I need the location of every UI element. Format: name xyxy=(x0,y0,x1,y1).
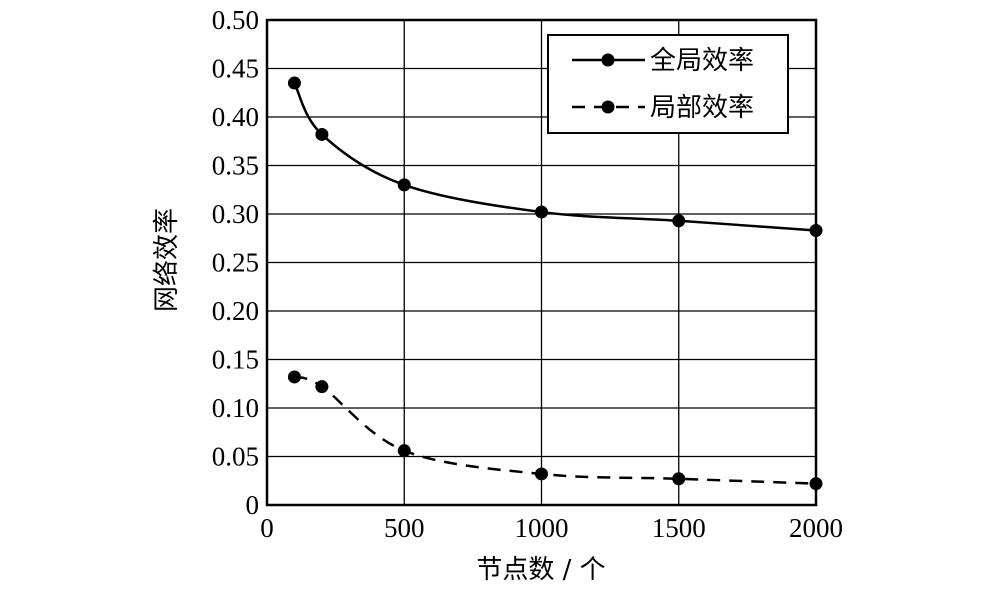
plot-area-frame xyxy=(265,18,818,507)
x-tick-label: 2000 xyxy=(789,513,843,543)
data-point-1 xyxy=(535,467,548,481)
data-point-0 xyxy=(672,214,686,228)
y-tick-label: 0.35 xyxy=(212,151,259,181)
y-tick-label: 0.45 xyxy=(212,54,259,84)
y-tick-label: 0.10 xyxy=(212,393,259,423)
x-axis-ticks: 0 500 1000 1500 2000 xyxy=(260,513,843,543)
series-layer xyxy=(287,76,823,491)
x-tick-label: 500 xyxy=(384,513,425,543)
legend-label-local: 局部效率 xyxy=(650,93,754,123)
data-point-0 xyxy=(397,178,411,192)
y-tick-label: 0.15 xyxy=(212,345,259,375)
y-tick-label: 0.05 xyxy=(212,442,259,472)
data-point-1 xyxy=(287,370,301,384)
x-tick-label: 0 xyxy=(260,513,274,543)
data-point-0 xyxy=(535,205,548,219)
y-tick-label: 0.20 xyxy=(212,296,259,326)
legend-label-global: 全局效率 xyxy=(650,46,754,76)
y-tick-label: 0.40 xyxy=(212,102,259,132)
data-point-1 xyxy=(315,380,329,394)
legend-marker-global xyxy=(601,53,615,67)
legend: 全局效率 局部效率 xyxy=(547,34,789,134)
y-axis-ticks: 0 0.05 0.10 0.15 0.20 0.25 0.30 0.35 0.40 0.45 0.5… xyxy=(212,5,259,520)
x-tick-label: 1000 xyxy=(515,513,569,543)
data-point-1 xyxy=(397,444,411,458)
y-tick-label: 0.25 xyxy=(212,248,259,278)
x-tick-label: 1500 xyxy=(652,513,706,543)
y-axis-title: 网络效率 xyxy=(152,208,182,312)
y-tick-label: 0.50 xyxy=(212,5,259,35)
series-line-1 xyxy=(294,375,817,485)
y-tick-label: 0 xyxy=(246,490,260,520)
data-point-0 xyxy=(315,127,329,141)
data-point-0 xyxy=(287,76,301,90)
data-point-1 xyxy=(672,472,686,486)
legend-marker-local xyxy=(601,100,615,114)
legend-box xyxy=(547,34,789,134)
y-tick-label: 0.30 xyxy=(212,199,259,229)
x-axis-title: 节点数 / 个 xyxy=(476,555,605,585)
